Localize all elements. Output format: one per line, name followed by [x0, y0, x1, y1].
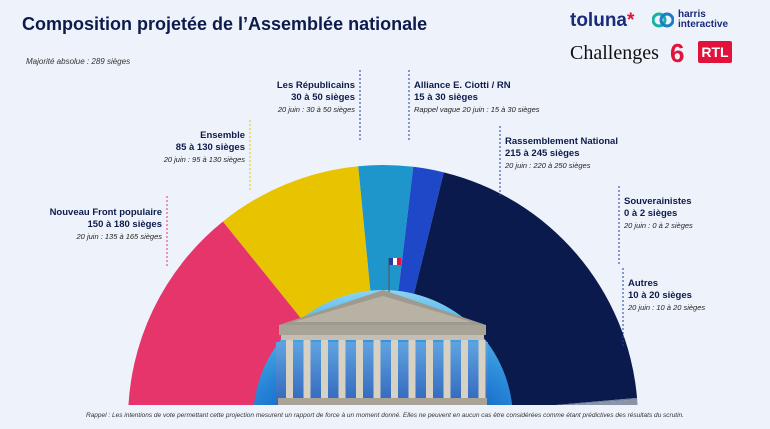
building-column [286, 340, 293, 398]
building-column [478, 340, 486, 398]
party-label: Autres 10 à 20 sièges 20 juin : 10 à 20 si… [628, 278, 705, 313]
building-column [356, 340, 363, 398]
building-column [461, 340, 468, 398]
seat-range: 15 à 30 sièges [414, 92, 478, 103]
party-label: Rassemblement National 215 à 245 sièges 20… [505, 136, 618, 171]
logo-group: toluna* harris interactive Challenges 6 R… [570, 8, 760, 68]
seat-range: 0 à 2 sièges [624, 208, 678, 219]
building-column [338, 340, 346, 398]
party-name: Souverainistes [624, 196, 692, 207]
building-column [391, 340, 398, 398]
chart-title: Composition projetée de l’Assemblée nati… [22, 14, 428, 34]
party-name: Autres [628, 278, 659, 289]
party-label: Alliance E. Ciotti / RN 15 à 30 sièges Rap… [414, 80, 540, 115]
building-column [426, 340, 433, 398]
party-label: Les Républicains 30 à 50 sièges 20 juin : … [277, 80, 355, 115]
party-name: Les Républicains [276, 80, 355, 91]
party-name: Alliance E. Ciotti / RN [414, 80, 511, 91]
seat-range: 10 à 20 sièges [628, 290, 692, 301]
building-column [408, 340, 416, 398]
seat-range: 150 à 180 sièges [87, 219, 162, 230]
building-column [373, 340, 381, 398]
party-label: Nouveau Front populaire 150 à 180 sièges 2… [50, 207, 162, 242]
seat-range: 215 à 245 sièges [505, 148, 580, 159]
previous-range: 20 juin : 95 à 130 sièges [163, 155, 245, 164]
rtl-logo: RTL [698, 41, 732, 63]
party-label: Souverainistes 0 à 2 sièges 20 juin : 0 à … [624, 196, 693, 231]
segment-souverainistes [555, 397, 638, 405]
previous-range: 20 juin : 0 à 2 sièges [624, 221, 693, 230]
toluna-logo: toluna* [570, 10, 635, 31]
harris-interactive-icon [652, 12, 674, 28]
building-column [303, 340, 311, 398]
building-column [321, 340, 328, 398]
assemblee-building-illustration [276, 258, 488, 405]
label-leader-lines [166, 70, 624, 348]
party-name: Nouveau Front populaire [49, 207, 162, 218]
footnote: Rappel : Les intentions de vote permetta… [86, 412, 684, 419]
party-name: Rassemblement National [505, 136, 618, 147]
previous-range: 20 juin : 135 à 165 sièges [76, 232, 162, 241]
majority-note: Majorité absolue : 289 sièges [26, 57, 131, 66]
building-columns [286, 340, 486, 398]
segment-les-r-publicains [358, 165, 414, 405]
harris-interactive-logo: harris interactive [678, 9, 729, 30]
previous-range: Rappel vague 20 juin : 15 à 30 sièges [414, 105, 540, 114]
segment-autres [567, 399, 638, 405]
previous-range: 20 juin : 10 à 20 sièges [628, 303, 706, 312]
seat-range: 85 à 130 sièges [175, 142, 245, 153]
party-name: Ensemble [200, 130, 245, 141]
challenges-logo: Challenges [570, 42, 659, 64]
building-column [443, 340, 451, 398]
party-label: Ensemble 85 à 130 sièges 20 juin : 95 à 13… [164, 130, 245, 165]
previous-range: 20 juin : 30 à 50 sièges [277, 105, 355, 114]
previous-range: 20 juin : 220 à 250 sièges [505, 161, 591, 170]
seat-range: 30 à 50 sièges [291, 92, 355, 103]
m6-logo: 6 [670, 38, 685, 68]
